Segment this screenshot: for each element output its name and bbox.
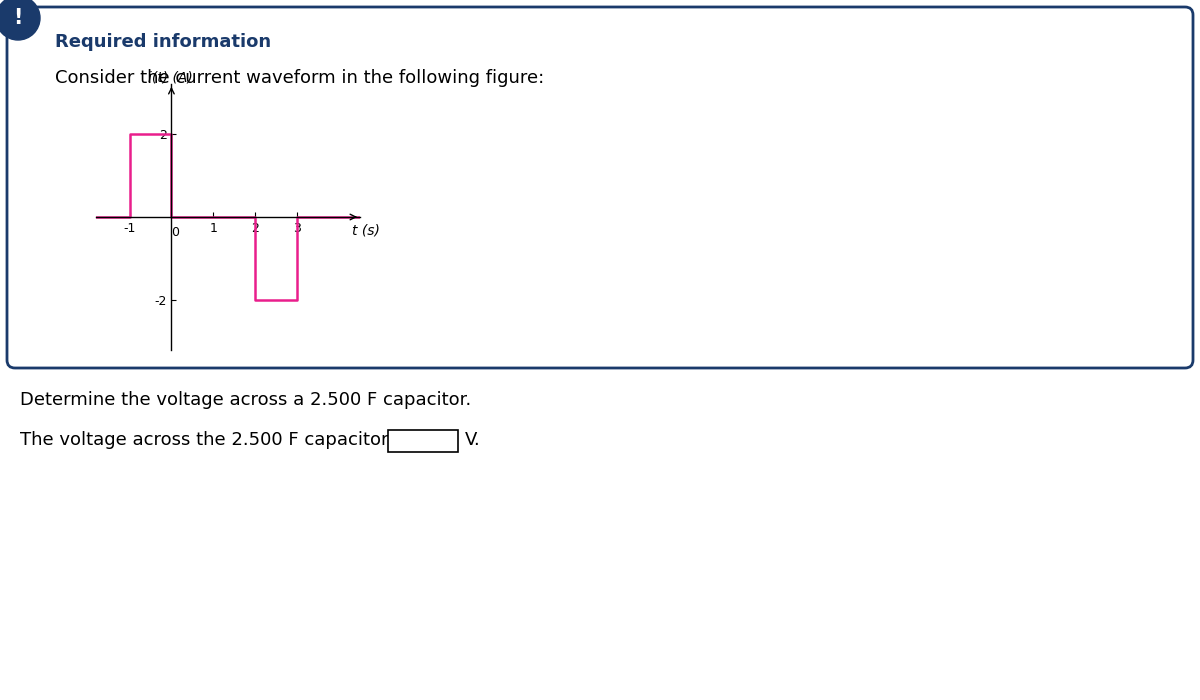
Text: Required information: Required information: [55, 33, 271, 51]
Text: Consider the current waveform in the following figure:: Consider the current waveform in the fol…: [55, 69, 545, 87]
FancyBboxPatch shape: [7, 7, 1193, 368]
Circle shape: [0, 0, 40, 40]
Text: 0: 0: [170, 226, 179, 239]
FancyBboxPatch shape: [388, 430, 458, 452]
Text: t (s): t (s): [353, 223, 380, 237]
Text: Determine the voltage across a 2.500 F capacitor.: Determine the voltage across a 2.500 F c…: [20, 391, 472, 409]
Text: !: !: [13, 8, 23, 28]
Text: i(t) (A): i(t) (A): [149, 71, 193, 85]
Text: The voltage across the 2.500 F capacitor is: The voltage across the 2.500 F capacitor…: [20, 431, 409, 449]
Text: V.: V.: [466, 431, 481, 449]
